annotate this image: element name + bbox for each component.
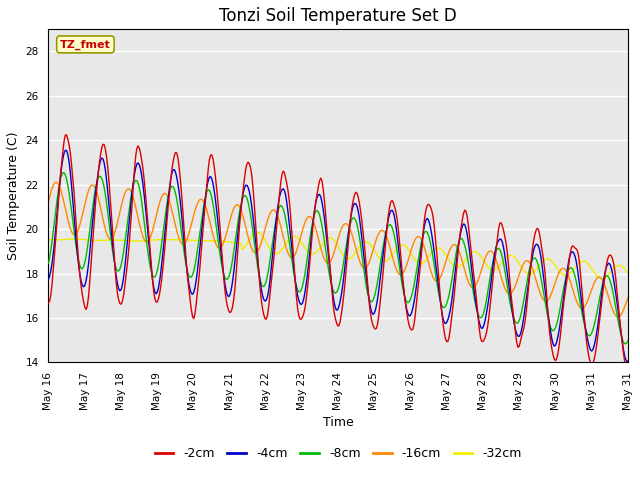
Legend: -2cm, -4cm, -8cm, -16cm, -32cm: -2cm, -4cm, -8cm, -16cm, -32cm	[150, 442, 527, 465]
X-axis label: Time: Time	[323, 416, 354, 429]
Y-axis label: Soil Temperature (C): Soil Temperature (C)	[7, 132, 20, 260]
Title: Tonzi Soil Temperature Set D: Tonzi Soil Temperature Set D	[220, 7, 457, 25]
Text: TZ_fmet: TZ_fmet	[60, 39, 111, 49]
